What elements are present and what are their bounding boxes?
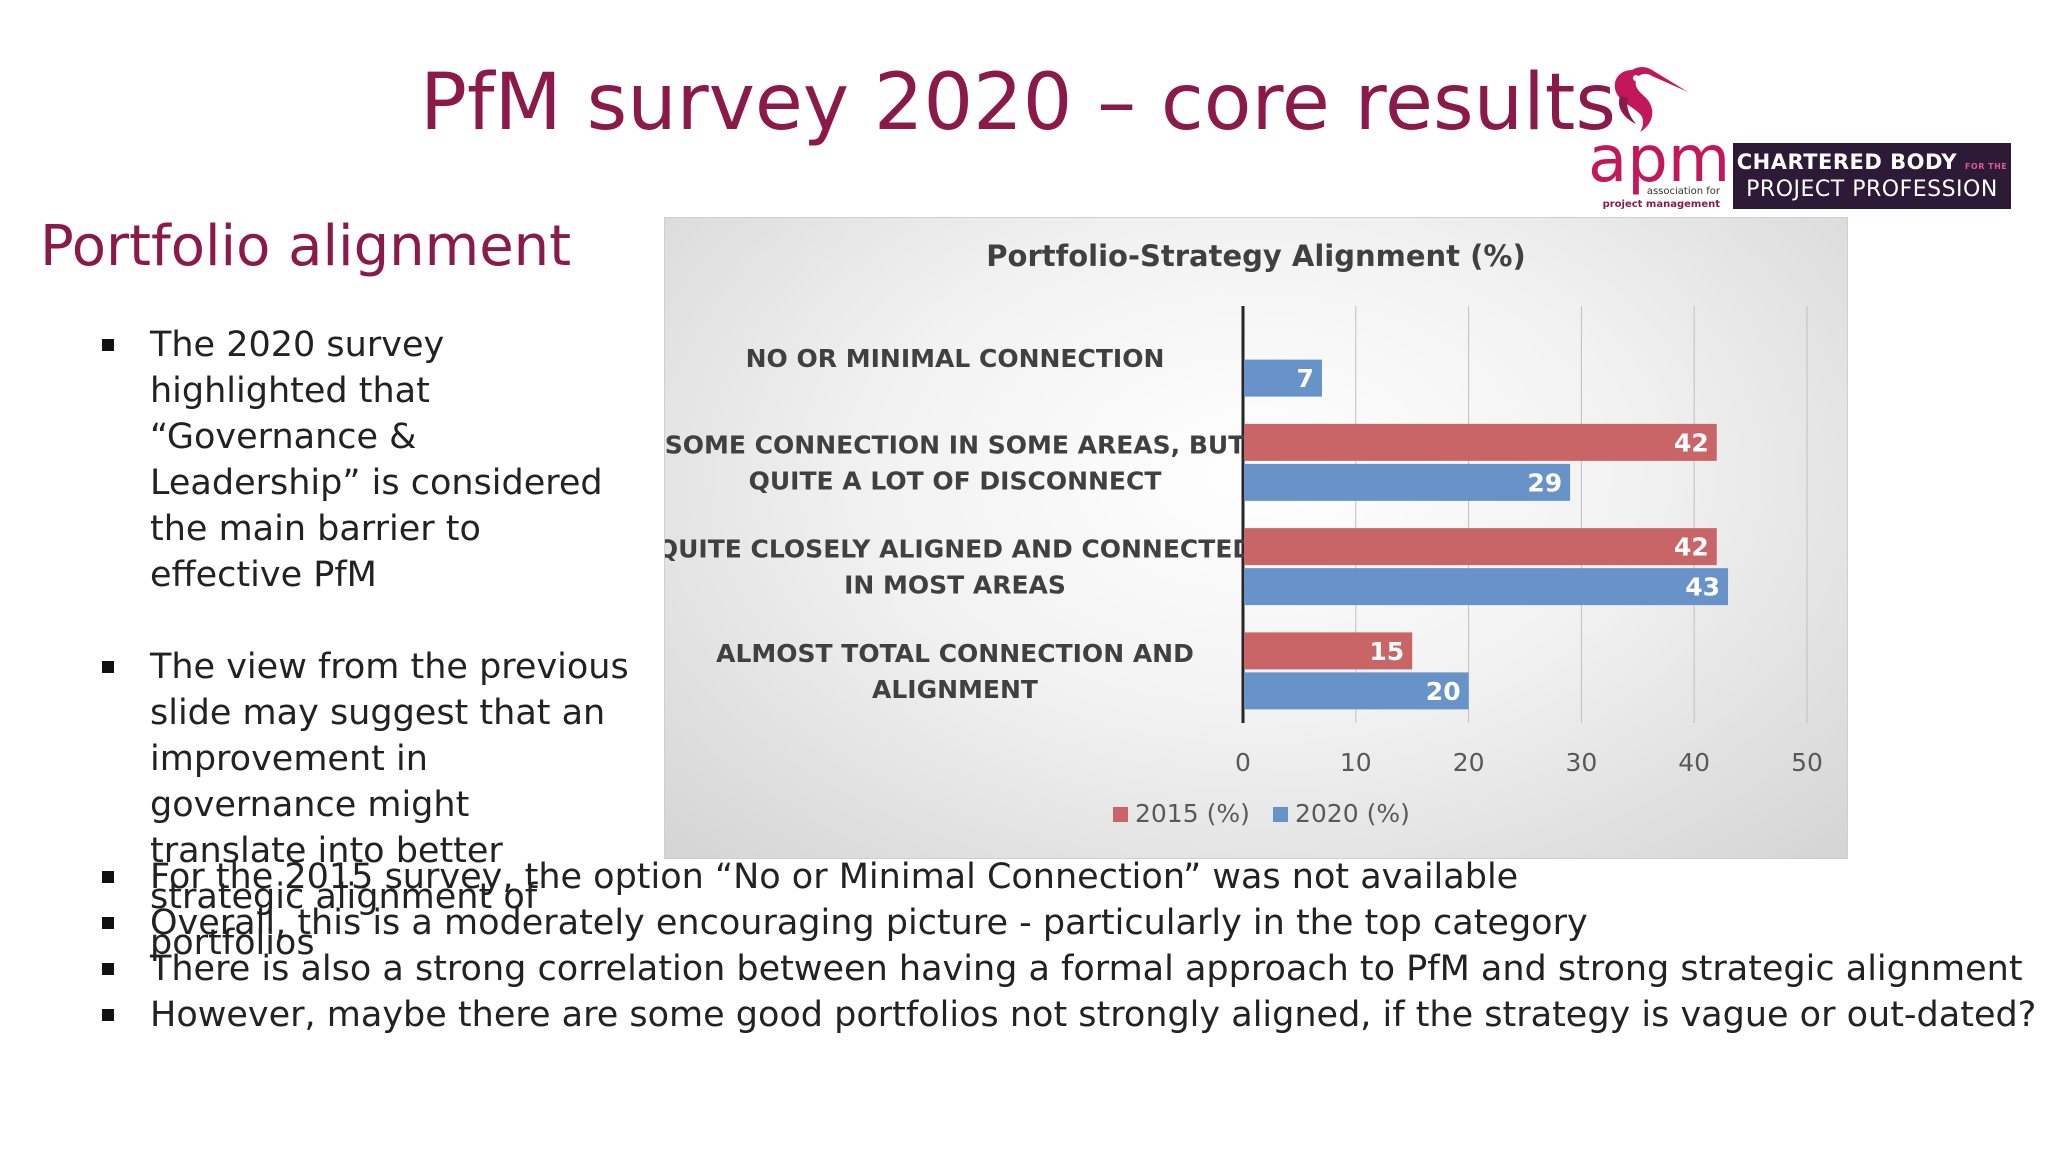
category-label: ALMOST TOTAL CONNECTION AND bbox=[716, 639, 1194, 668]
x-tick-label: 10 bbox=[1340, 748, 1372, 777]
badge-small-text: FOR THE bbox=[1964, 162, 2008, 171]
category-label: QUITE CLOSELY ALIGNED AND CONNECTED bbox=[665, 535, 1253, 564]
bullet-item: There is also a strong correlation betwe… bbox=[102, 946, 2023, 992]
x-tick-label: 20 bbox=[1453, 748, 1485, 777]
data-label: 20 bbox=[1426, 677, 1461, 706]
bar-2020 bbox=[1244, 359, 1322, 397]
bar-2020 bbox=[1244, 463, 1571, 501]
chart-title: Portfolio-Strategy Alignment (%) bbox=[986, 239, 1525, 273]
logo-subtext-1: association for bbox=[1646, 186, 1720, 197]
badge-line-2: PROJECT PROFESSION bbox=[1746, 177, 1998, 202]
bullet-item: The 2020 survey highlighted that “Govern… bbox=[102, 322, 632, 598]
bar-2015 bbox=[1244, 632, 1413, 670]
legend-swatch bbox=[1113, 807, 1128, 822]
category-label: SOME CONNECTION IN SOME AREAS, BUT bbox=[665, 430, 1245, 459]
heron-bird-icon bbox=[1614, 67, 1688, 132]
bar-2015 bbox=[1244, 528, 1717, 566]
data-label: 42 bbox=[1674, 533, 1709, 562]
category-label: NO OR MINIMAL CONNECTION bbox=[746, 344, 1165, 373]
x-tick-label: 50 bbox=[1791, 748, 1823, 777]
chartered-body-badge: CHARTERED BODY FOR THE PROJECT PROFESSIO… bbox=[1733, 143, 2011, 209]
x-tick-label: 30 bbox=[1565, 748, 1597, 777]
bar-2015 bbox=[1244, 423, 1717, 461]
data-label: 7 bbox=[1297, 364, 1314, 393]
section-heading: Portfolio alignment bbox=[40, 214, 572, 279]
bottom-bullet-list: For the 2015 survey, the option “No or M… bbox=[102, 854, 2036, 1038]
legend-label: 2015 (%) bbox=[1135, 799, 1250, 828]
legend-swatch bbox=[1273, 807, 1288, 822]
x-tick-label: 40 bbox=[1678, 748, 1710, 777]
bullet-item: For the 2015 survey, the option “No or M… bbox=[102, 854, 1982, 900]
badge-line-1: CHARTERED BODY bbox=[1736, 150, 1958, 174]
logo-wordmark: apm bbox=[1588, 123, 1731, 197]
legend-label: 2020 (%) bbox=[1295, 799, 1410, 828]
bar-2020 bbox=[1244, 672, 1469, 710]
chart-svg: Portfolio-Strategy Alignment (%) 0 10 20 30 4… bbox=[665, 239, 1823, 828]
category-label: ALIGNMENT bbox=[872, 675, 1038, 704]
alignment-chart: Portfolio-Strategy Alignment (%) 0 10 20 30 4… bbox=[664, 217, 1848, 859]
bullet-item: The view from the previous slide may sug… bbox=[102, 644, 632, 966]
data-label: 42 bbox=[1674, 428, 1709, 457]
data-label: 43 bbox=[1685, 573, 1720, 602]
apm-logo: apm association for project management bbox=[1580, 62, 1730, 212]
bullet-item: However, maybe there are some good portf… bbox=[102, 992, 2036, 1038]
data-label: 15 bbox=[1369, 637, 1404, 666]
category-label: IN MOST AREAS bbox=[844, 571, 1066, 600]
slide-title: PfM survey 2020 – core results bbox=[420, 58, 1616, 148]
x-tick-label: 0 bbox=[1235, 748, 1251, 777]
left-bullet-list: The 2020 survey highlighted that “Govern… bbox=[102, 322, 632, 1012]
data-label: 29 bbox=[1527, 468, 1562, 497]
category-label: QUITE A LOT OF DISCONNECT bbox=[749, 466, 1162, 495]
bullet-item: Overall, this is a moderately encouragin… bbox=[102, 900, 1982, 946]
bar-2020 bbox=[1244, 568, 1729, 606]
logo-subtext-2: project management bbox=[1602, 199, 1720, 210]
